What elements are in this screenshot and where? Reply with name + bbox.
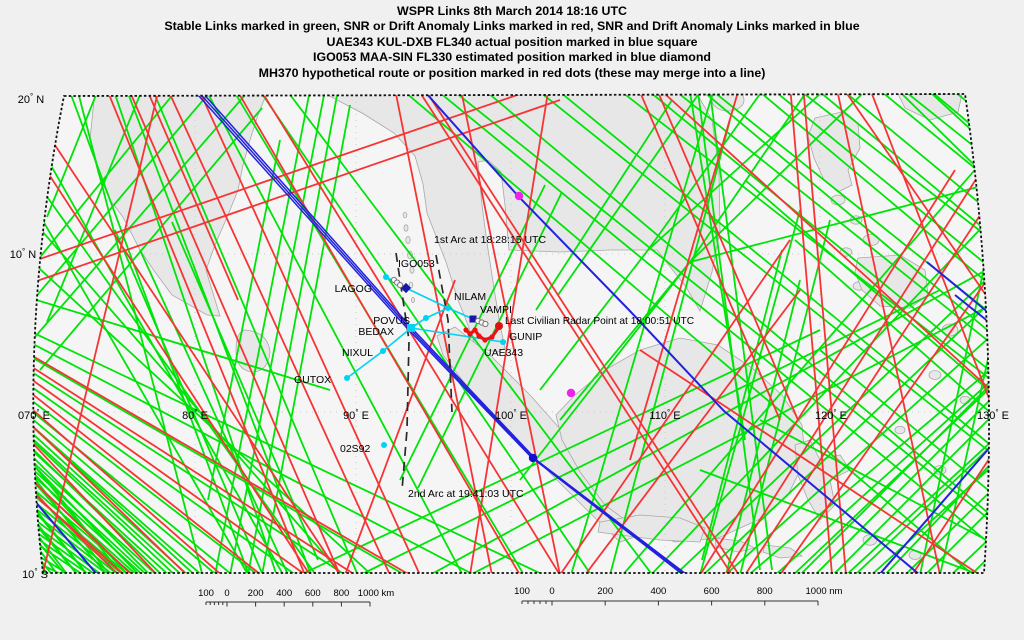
svg-text:1000 km: 1000 km [358, 588, 395, 599]
svg-text:100° E: 100° E [495, 408, 527, 422]
svg-text:200: 200 [597, 586, 613, 597]
svg-text:100: 100 [198, 588, 214, 599]
svg-text:20° N: 20° N [18, 92, 45, 106]
svg-text:2nd Arc at 19:41:03 UTC: 2nd Arc at 19:41:03 UTC [408, 488, 524, 500]
svg-text:GUNIP: GUNIP [509, 331, 542, 343]
svg-text:10° N: 10° N [10, 247, 37, 261]
svg-text:NIXUL: NIXUL [342, 347, 373, 359]
svg-text:90° E: 90° E [343, 408, 369, 422]
svg-text:VAMPI: VAMPI [480, 304, 512, 316]
svg-text:110° E: 110° E [649, 408, 680, 422]
svg-text:800: 800 [757, 586, 773, 597]
svg-text:BEDAX: BEDAX [358, 326, 394, 338]
svg-text:100: 100 [514, 586, 530, 597]
svg-text:UAE343: UAE343 [484, 347, 523, 359]
svg-text:1000 nm: 1000 nm [806, 586, 843, 597]
svg-text:130° E: 130° E [977, 408, 1009, 422]
svg-text:400: 400 [650, 586, 666, 597]
svg-text:NILAM: NILAM [454, 291, 486, 303]
svg-text:400: 400 [276, 588, 292, 599]
svg-text:Last Civilian Radar Point at 1: Last Civilian Radar Point at 18:00:51 UT… [505, 316, 694, 327]
svg-text:IGO053: IGO053 [398, 258, 435, 270]
svg-text:800: 800 [333, 588, 349, 599]
svg-text:80° E: 80° E [182, 408, 208, 422]
svg-text:GUTOX: GUTOX [294, 374, 331, 386]
svg-text:600: 600 [704, 586, 720, 597]
svg-text:10° S: 10° S [22, 567, 48, 581]
svg-text:600: 600 [305, 588, 321, 599]
svg-text:02S92: 02S92 [340, 443, 371, 455]
svg-text:LAGOG: LAGOG [335, 283, 372, 295]
svg-text:0: 0 [549, 586, 554, 597]
svg-text:200: 200 [248, 588, 264, 599]
svg-text:POVUS: POVUS [373, 315, 410, 327]
svg-text:0: 0 [224, 588, 229, 599]
svg-text:1st Arc at 18:28:15 UTC: 1st Arc at 18:28:15 UTC [434, 234, 546, 246]
svg-text:070° E: 070° E [18, 408, 50, 422]
svg-text:120° E: 120° E [815, 408, 847, 422]
